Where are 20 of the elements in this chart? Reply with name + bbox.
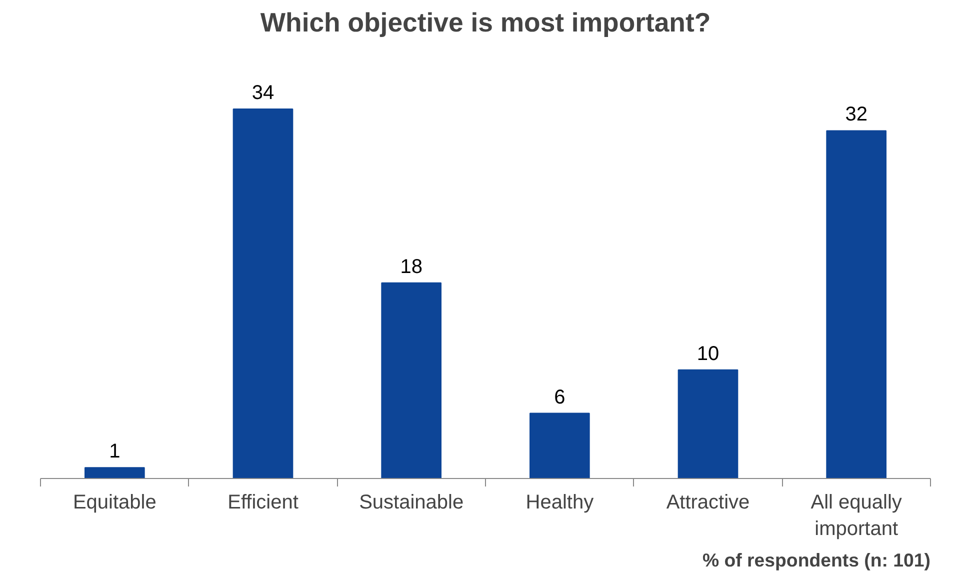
x-tick-label: Sustainable xyxy=(359,492,464,514)
data-label: 10 xyxy=(696,342,720,365)
x-tick-label: Efficient xyxy=(228,492,299,514)
data-label: 18 xyxy=(400,256,422,278)
bar xyxy=(381,282,442,478)
data-label: 1 xyxy=(109,440,120,463)
x-tick-label: Equitable xyxy=(72,492,156,514)
x-tick-label: Healthy xyxy=(526,492,594,514)
chart-title: Which objective is most important? xyxy=(260,8,711,38)
bar xyxy=(678,369,738,478)
data-label: 6 xyxy=(554,386,566,408)
bar xyxy=(84,467,145,478)
text: % of respondents (n: 101) xyxy=(702,550,931,570)
data-label: 32 xyxy=(845,104,868,126)
bar xyxy=(232,108,294,478)
x-tick-label: Attractive xyxy=(666,492,750,514)
x-tick-label: All equally important xyxy=(810,492,902,540)
bar xyxy=(826,130,886,478)
data-label: 34 xyxy=(252,82,274,104)
bar xyxy=(530,412,590,478)
